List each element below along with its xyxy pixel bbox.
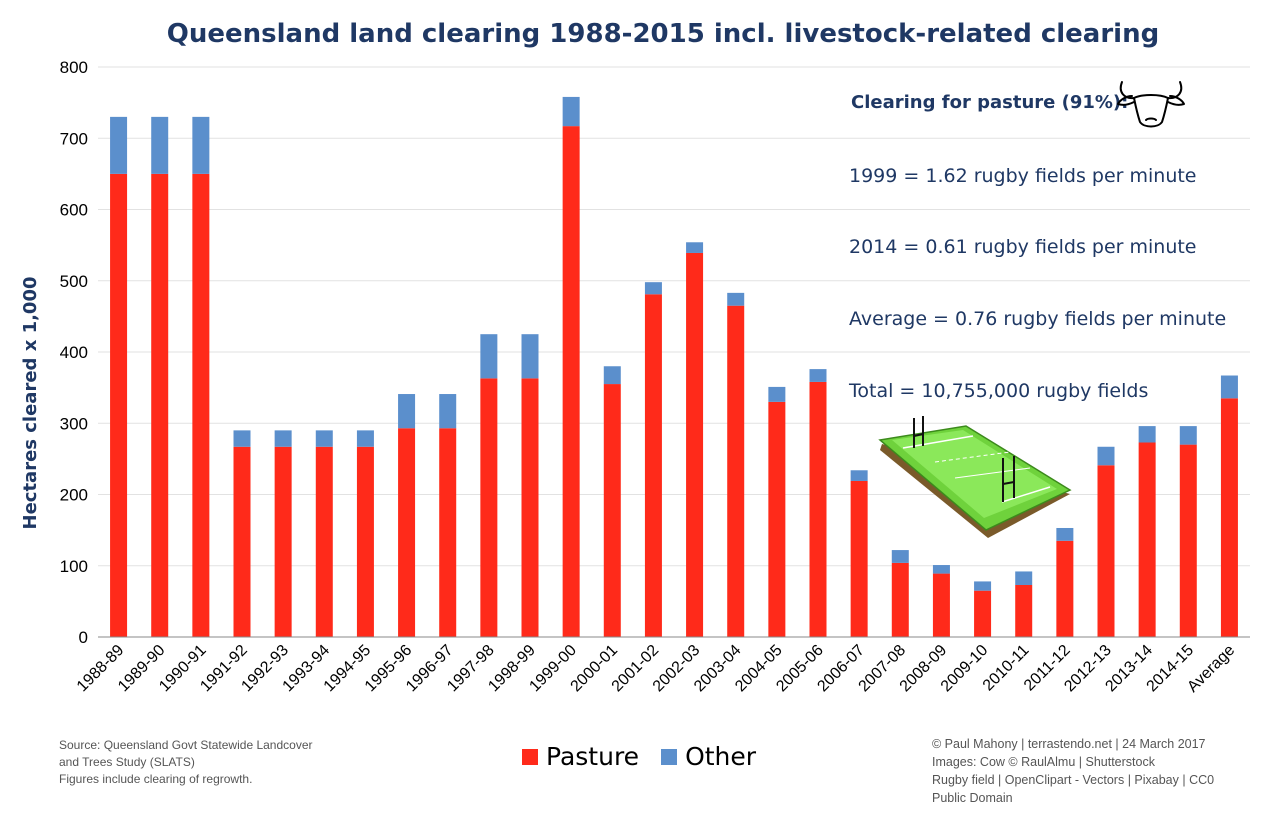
legend: Pasture Other [522,742,778,771]
bar-pasture-1995-96 [398,428,416,637]
bar-other-1992-93 [274,430,292,447]
bar-pasture-2002-03 [686,252,704,637]
bar-pasture-2011-12 [1056,540,1074,637]
credit-line: Public Domain [932,791,1013,805]
bar-other-1990-91 [192,116,210,174]
y-tick-label: 800 [60,58,88,77]
annotation-1999: 1999 = 1.62 rugby fields per minute [849,165,1197,187]
bar-pasture-1991-92 [233,446,251,637]
bar-other-2007-08 [891,550,909,563]
annotation-2014: 2014 = 0.61 rugby fields per minute [849,236,1197,258]
bar-pasture-2009-10 [974,590,992,637]
source-note: Source: Queensland Govt Statewide Landco… [59,737,313,788]
bar-pasture-2006-07 [850,480,868,637]
bar-other-2004-05 [768,386,786,402]
credit-line: © Paul Mahony | terrastendo.net | 24 Mar… [932,737,1206,751]
y-tick-label: 300 [60,414,88,433]
x-axis-ticks: 1988-891989-901990-911991-921992-931993-… [74,642,1238,696]
annotation-average: Average = 0.76 rugby fields per minute [849,308,1226,330]
bar-other-1995-96 [398,394,416,429]
bar-pasture-2003-04 [727,305,745,637]
bar-pasture-2013-14 [1138,442,1156,637]
legend-label-pasture: Pasture [546,742,640,771]
bar-pasture-2010-11 [1015,584,1033,637]
bar-pasture-1989-90 [151,173,169,637]
legend-label-other: Other [685,742,757,771]
source-line: and Trees Study (SLATS) [59,755,195,769]
bar-other-2006-07 [850,470,868,481]
credits: © Paul Mahony | terrastendo.net | 24 Mar… [932,735,1214,807]
bar-other-2009-10 [974,581,992,591]
bar-other-average [1220,375,1238,399]
bar-other-2002-03 [686,242,704,253]
bar-other-1991-92 [233,430,251,447]
bar-pasture-1998-99 [521,378,539,637]
bar-pasture-2007-08 [891,562,909,637]
legend-swatch-other [661,748,678,765]
y-axis-label: Hectares cleared x 1,000 [20,276,41,529]
credit-line: Images: Cow © RaulAlmu | Shutterstock [932,755,1155,769]
legend-item-other: Other [661,742,756,771]
bar-other-1999-00 [562,96,580,127]
annotation-heading: Clearing for pasture (91%): [851,92,1128,113]
bar-other-2005-06 [809,369,827,382]
bar-other-1998-99 [521,334,539,379]
y-tick-label: 400 [60,343,88,362]
credit-line: Rugby field | OpenClipart - Vectors | Pi… [932,773,1215,787]
bar-other-1989-90 [151,116,169,174]
bar-pasture-average [1220,398,1238,637]
chart-title: Queensland land clearing 1988-2015 incl.… [167,19,1159,49]
bar-other-1993-94 [315,430,333,447]
y-tick-label: 100 [60,557,88,576]
y-axis-ticks: 0 100 200 300 400 500 600 700 800 [60,58,88,647]
bar-other-1994-95 [356,430,374,447]
legend-swatch-pasture [522,748,538,765]
bar-other-2013-14 [1138,426,1156,443]
bar-other-1996-97 [439,394,457,429]
bar-other-2000-01 [603,366,621,385]
bar-other-1988-89 [110,116,128,174]
source-line: Figures include clearing of regrowth. [59,772,253,786]
bars [110,96,1238,637]
bar-pasture-1996-97 [439,428,457,637]
bar-other-2001-02 [644,282,662,295]
bar-pasture-1993-94 [315,446,333,637]
y-tick-label: 0 [79,628,88,647]
bar-pasture-2005-06 [809,381,827,637]
bar-other-2012-13 [1097,446,1115,466]
bar-other-2003-04 [727,292,745,306]
y-tick-label: 500 [60,272,88,291]
bar-pasture-1990-91 [192,173,210,637]
bar-pasture-1988-89 [110,173,128,637]
bar-pasture-2008-09 [932,573,950,637]
bar-pasture-1999-00 [562,126,580,637]
legend-item-pasture: Pasture [522,742,639,771]
bar-other-2010-11 [1015,571,1033,585]
source-line: Source: Queensland Govt Statewide Landco… [59,738,313,752]
bar-other-2011-12 [1056,527,1074,541]
bar-pasture-1994-95 [356,446,374,637]
bar-pasture-1992-93 [274,446,292,637]
y-tick-label: 600 [60,201,88,220]
bar-other-1997-98 [480,334,498,379]
y-tick-label: 700 [60,129,88,148]
annotation-total: Total = 10,755,000 rugby fields [848,380,1148,402]
bar-pasture-2000-01 [603,384,621,637]
y-tick-label: 200 [60,486,88,505]
bar-other-2008-09 [932,565,950,574]
bar-pasture-1997-98 [480,378,498,637]
cow-head-icon [1117,81,1185,128]
bar-pasture-2001-02 [644,294,662,637]
bar-pasture-2004-05 [768,401,786,637]
bar-pasture-2012-13 [1097,465,1115,637]
bar-pasture-2014-15 [1179,444,1197,637]
rugby-field-icon [878,416,1072,538]
bar-other-2014-15 [1179,426,1197,445]
